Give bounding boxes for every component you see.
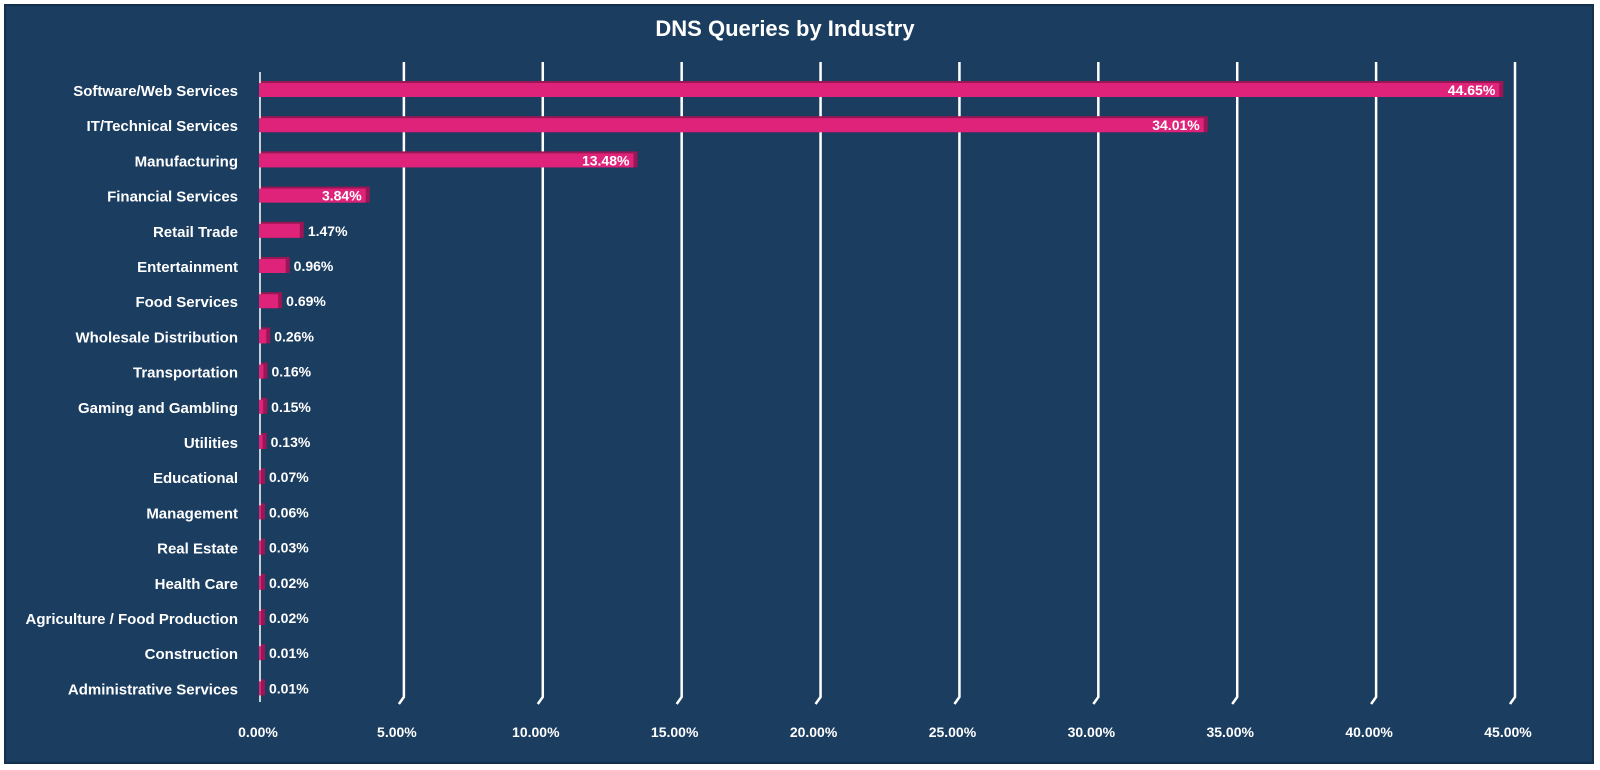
bar	[259, 540, 261, 555]
bar-shadow	[261, 573, 265, 590]
x-tick-label: 15.00%	[651, 724, 699, 740]
category-labels: Software/Web Services IT/Technical Servic…	[26, 83, 239, 698]
bar-shadow	[261, 362, 268, 379]
category-label: Utilities	[184, 435, 238, 452]
x-tick-label: 20.00%	[790, 724, 838, 740]
x-tick-label: 10.00%	[512, 724, 560, 740]
data-label: 0.02%	[269, 575, 309, 591]
category-label: Wholesale Distribution	[75, 329, 238, 346]
category-label: Entertainment	[137, 259, 238, 276]
category-label: Food Services	[135, 294, 238, 311]
bar	[259, 646, 261, 661]
data-label: 0.01%	[269, 645, 309, 661]
category-label: Real Estate	[157, 541, 238, 558]
category-label: Educational	[153, 470, 238, 487]
category-label: Manufacturing	[135, 153, 238, 170]
chart-title: DNS Queries by Industry	[655, 16, 915, 41]
bar	[259, 470, 261, 485]
data-labels: 44.65% 34.01% 13.48% 3.84% 1.47% 0.96% 0.69% 0.…	[269, 82, 1496, 696]
x-tick-label: 30.00%	[1068, 724, 1116, 740]
bar	[259, 364, 264, 379]
data-label: 0.96%	[294, 258, 334, 274]
bar	[259, 681, 261, 696]
category-label: Transportation	[133, 365, 238, 382]
bar-shadow	[261, 468, 265, 485]
data-label: 13.48%	[582, 152, 630, 168]
category-label: Administrative Services	[68, 681, 238, 698]
bar-shadow	[261, 503, 265, 520]
data-label: 0.07%	[269, 469, 309, 485]
bar	[259, 435, 263, 449]
data-label: 0.13%	[271, 434, 311, 450]
bar	[259, 505, 261, 520]
gridline	[1231, 62, 1239, 705]
data-label: 3.84%	[322, 188, 362, 204]
x-tick-label: 0.00%	[238, 724, 278, 740]
data-label: 34.01%	[1152, 117, 1200, 133]
category-label: Gaming and Gambling	[78, 400, 238, 417]
data-label: 0.02%	[269, 610, 309, 626]
gridline	[1508, 62, 1517, 705]
bar	[259, 188, 366, 203]
bar	[259, 611, 261, 625]
gridline	[397, 62, 406, 705]
bar	[259, 83, 1500, 97]
bar	[259, 223, 300, 238]
x-tick-label: 45.00%	[1484, 724, 1532, 740]
data-label: 0.03%	[269, 540, 309, 556]
bar-shadow	[261, 609, 265, 625]
gridline	[814, 62, 822, 705]
gridline	[675, 62, 683, 705]
category-label: Software/Web Services	[73, 83, 238, 100]
bar	[259, 294, 279, 309]
data-label: 0.06%	[269, 504, 309, 520]
bar	[259, 329, 267, 344]
data-label: 44.65%	[1448, 82, 1496, 98]
bars	[259, 81, 1504, 696]
x-tick-label: 5.00%	[377, 724, 417, 740]
category-label: Construction	[145, 646, 238, 663]
x-tick-label: 25.00%	[929, 724, 977, 740]
category-label: Health Care	[155, 576, 238, 593]
gridline	[1370, 62, 1378, 705]
data-label: 0.01%	[269, 680, 309, 696]
bar-shadow	[261, 433, 267, 449]
grid-lines	[259, 62, 1517, 705]
data-label: 0.15%	[271, 399, 311, 415]
bar	[259, 153, 634, 168]
data-label: 0.26%	[274, 328, 314, 344]
x-tick-label: 40.00%	[1345, 724, 1393, 740]
gridline	[1092, 62, 1100, 705]
bar-shadow	[261, 397, 268, 414]
data-label: 1.47%	[308, 223, 348, 239]
bar	[259, 118, 1204, 133]
category-label: IT/Technical Services	[87, 118, 238, 135]
bar	[259, 259, 286, 273]
bar	[259, 575, 261, 590]
category-label: Management	[146, 505, 238, 522]
bar-shadow	[261, 538, 265, 555]
x-tick-labels: 0.00% 5.00% 10.00% 15.00% 20.00% 25.00% 30.00%…	[238, 724, 1532, 740]
gridline	[536, 62, 545, 705]
category-label: Agriculture / Food Production	[26, 611, 239, 628]
x-tick-label: 35.00%	[1206, 724, 1254, 740]
bar-shadow	[261, 679, 265, 696]
bar	[259, 399, 264, 414]
bar-shadow	[261, 644, 265, 661]
category-label: Retail Trade	[153, 224, 238, 241]
data-label: 0.16%	[271, 364, 311, 380]
data-label: 0.69%	[286, 293, 326, 309]
category-label: Financial Services	[107, 189, 238, 206]
gridline	[953, 62, 961, 705]
